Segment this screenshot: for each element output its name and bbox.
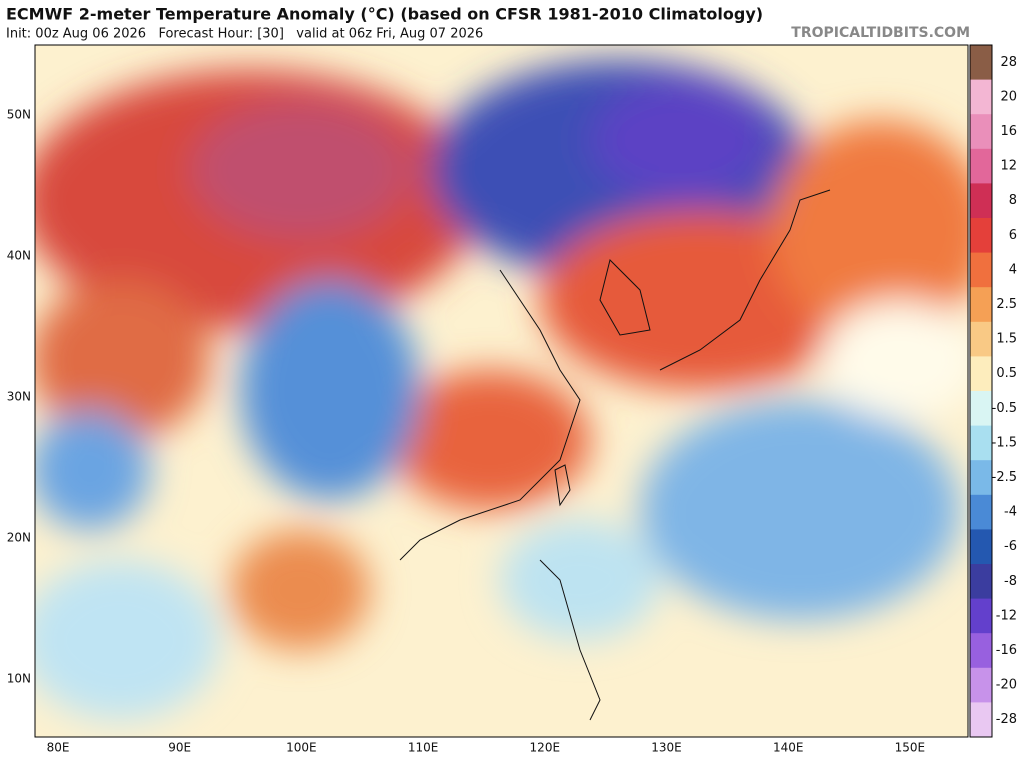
colorbar-segment [970,218,992,254]
colorbar-segment [970,252,992,288]
lon-label: 150E [895,741,926,755]
colorbar-segment [970,45,992,81]
colorbar-label: 8 [1009,193,1017,208]
colorbar-label: -6 [1004,539,1017,554]
colorbar-segment [970,460,992,496]
colorbar-label: -20 [996,678,1017,693]
colorbar-segment [970,494,992,530]
coastlines [399,189,831,721]
lon-label: 90E [168,741,191,755]
colorbar-label: -12 [996,608,1017,623]
colorbar-label: 2.5 [996,297,1017,312]
colorbar-label: -0.5 [992,401,1017,416]
colorbar-segment [970,391,992,427]
source: TROPICALTIDBITS.COM [791,25,970,41]
colorbar-label: 12 [1000,159,1017,174]
colorbar-label: -8 [1004,574,1017,589]
colorbar-segment [970,114,992,150]
colorbar-label: 0.5 [996,366,1017,381]
map [35,45,968,737]
lon-label: 110E [408,741,439,755]
colorbar-segment [970,667,992,703]
colorbar-segment [970,633,992,669]
lat-label: 10N [7,672,31,686]
colorbar-label: 1.5 [996,332,1017,347]
lon-label: 140E [773,741,804,755]
colorbar-label: -4 [1004,505,1017,520]
colorbar-label: 28 [1000,55,1017,70]
colorbar-label: 6 [1009,228,1017,243]
lat-label: 20N [7,531,31,545]
colorbar-label: 4 [1009,262,1017,277]
colorbar-segment [970,321,992,357]
colorbar-label: -1.5 [992,435,1017,450]
colorbar-label: -16 [996,643,1017,658]
colorbar-segment [970,287,992,323]
colorbar-label: -2.5 [992,470,1017,485]
colorbar-frame [969,44,993,738]
lon-label: 80E [47,741,70,755]
lon-label: 120E [530,741,561,755]
colorbar-segment [970,529,992,565]
colorbar-label: -28 [996,712,1017,727]
colorbar-segment [970,598,992,634]
lon-label: 130E [651,741,682,755]
colorbar-segment [970,183,992,219]
colorbar-label: 20 [1000,89,1017,104]
colorbar-segment [970,564,992,600]
lat-label: 30N [7,390,31,404]
subtitle: Init: 00z Aug 06 2026 Forecast Hour: [30… [6,27,483,42]
colorbar-segment [970,702,992,738]
colorbar-segment [970,425,992,461]
lat-label: 40N [7,249,31,263]
lon-label: 100E [286,741,317,755]
colorbar-label: 16 [1000,124,1017,139]
colorbar-segment [970,148,992,184]
map-frame [34,44,969,738]
title: ECMWF 2-meter Temperature Anomaly (°C) (… [6,5,763,24]
colorbar-segment [970,79,992,115]
lat-label: 50N [7,108,31,122]
colorbar-segment [970,356,992,392]
